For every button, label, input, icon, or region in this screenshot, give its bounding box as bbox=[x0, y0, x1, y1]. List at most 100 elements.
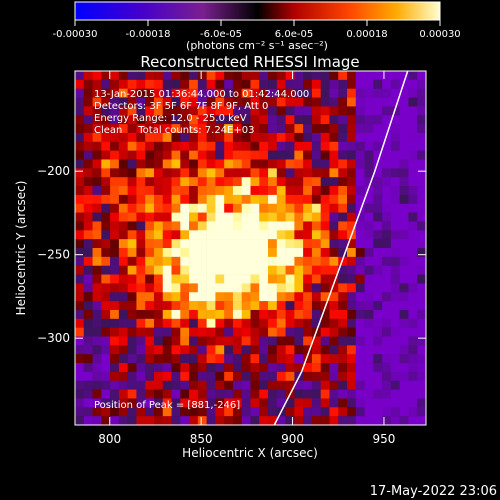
heatmap-cell bbox=[136, 212, 146, 222]
heatmap-cell bbox=[75, 88, 85, 98]
heatmap-cell bbox=[197, 389, 207, 399]
heatmap-cell bbox=[232, 416, 243, 425]
heatmap-cell bbox=[390, 239, 400, 249]
heatmap-cell bbox=[83, 407, 93, 417]
heatmap-cell bbox=[355, 345, 365, 355]
heatmap-cell bbox=[347, 318, 357, 328]
heatmap-cell bbox=[101, 327, 111, 337]
heatmap-cell bbox=[241, 318, 251, 328]
heatmap-cell bbox=[294, 141, 304, 151]
heatmap-cell bbox=[189, 345, 199, 355]
heatmap-cell bbox=[75, 71, 85, 81]
heatmap-cell bbox=[153, 177, 164, 187]
heatmap-cell bbox=[215, 230, 225, 240]
heatmap-cell bbox=[162, 407, 172, 417]
heatmap-cell bbox=[399, 212, 409, 222]
heatmap-cell bbox=[329, 168, 339, 178]
heatmap-cell bbox=[285, 363, 295, 373]
heatmap-cell bbox=[355, 186, 365, 196]
heatmap-cell bbox=[224, 106, 234, 116]
heatmap-cell bbox=[399, 256, 409, 266]
heatmap-cell bbox=[171, 221, 181, 231]
axis-ticks: 800 850 900 950−200−250−300 bbox=[37, 71, 426, 446]
heatmap-cell bbox=[259, 309, 269, 320]
heatmap-cell bbox=[355, 407, 365, 417]
heatmap-cell bbox=[390, 371, 400, 382]
heatmap-cell bbox=[276, 239, 286, 249]
heatmap-cell bbox=[136, 230, 146, 240]
heatmap-cell bbox=[232, 318, 243, 328]
heatmap-cell bbox=[355, 398, 365, 408]
heatmap-cell bbox=[347, 115, 357, 125]
heatmap-cell bbox=[294, 203, 304, 213]
heatmap-cell bbox=[364, 124, 374, 134]
heatmap-cell bbox=[92, 132, 102, 143]
heatmap-cell bbox=[180, 124, 190, 134]
heatmap-cell bbox=[285, 407, 295, 417]
heatmap-cell bbox=[206, 274, 216, 284]
heatmap-cell bbox=[417, 168, 426, 178]
heatmap-cell bbox=[206, 371, 216, 382]
heatmap-cell bbox=[136, 239, 146, 249]
heatmap-cell bbox=[417, 301, 426, 311]
heatmap-cell bbox=[338, 79, 348, 89]
heatmap-cell bbox=[83, 230, 93, 240]
heatmap-cell bbox=[197, 115, 207, 125]
heatmap-cell bbox=[83, 256, 93, 266]
heatmap-cell bbox=[92, 168, 102, 178]
heatmap-cell bbox=[303, 327, 313, 337]
heatmap-cell bbox=[408, 389, 418, 399]
heatmap-cell bbox=[92, 124, 102, 134]
heatmap-cell bbox=[364, 97, 374, 107]
heatmap-cell bbox=[189, 309, 199, 320]
heatmap-cell bbox=[224, 292, 234, 302]
heatmap-cell bbox=[382, 309, 392, 320]
heatmap-cell bbox=[101, 141, 111, 151]
heatmap-cell bbox=[338, 203, 348, 213]
heatmap-cell bbox=[320, 274, 330, 284]
heatmap-cell bbox=[153, 194, 164, 205]
heatmap-cell bbox=[83, 124, 93, 134]
heatmap-cell bbox=[417, 88, 426, 98]
heatmap-cell bbox=[390, 203, 400, 213]
heatmap-cell bbox=[224, 186, 234, 196]
heatmap-cell bbox=[171, 150, 181, 160]
heatmap-cell bbox=[215, 97, 225, 107]
heatmap-cell bbox=[232, 194, 243, 205]
heatmap-cell bbox=[75, 416, 85, 425]
heatmap-cell bbox=[311, 301, 322, 311]
heatmap-cell bbox=[329, 336, 339, 346]
heatmap-cell bbox=[145, 159, 155, 169]
heatmap-cell bbox=[364, 292, 374, 302]
heatmap-cell bbox=[311, 363, 322, 373]
heatmap-cell bbox=[110, 150, 120, 160]
heatmap-cell bbox=[83, 115, 93, 125]
heatmap-cell bbox=[118, 194, 128, 205]
heatmap-cell bbox=[294, 115, 304, 125]
heatmap-cell bbox=[390, 71, 400, 81]
heatmap-cell bbox=[232, 186, 243, 196]
heatmap-cell bbox=[224, 274, 234, 284]
heatmap-cell bbox=[127, 407, 137, 417]
heatmap-cell bbox=[241, 363, 251, 373]
heatmap-cell bbox=[136, 283, 146, 293]
heatmap-cell bbox=[241, 203, 251, 213]
heatmap-cell bbox=[136, 186, 146, 196]
heatmap-cell bbox=[320, 318, 330, 328]
heatmap-cell bbox=[338, 124, 348, 134]
heatmap-cell bbox=[118, 248, 128, 258]
heatmap-cell bbox=[250, 115, 260, 125]
heatmap-cell bbox=[408, 256, 418, 266]
heatmap-cell bbox=[294, 248, 304, 258]
heatmap-cell bbox=[232, 292, 243, 302]
heatmap-cell bbox=[408, 248, 418, 258]
heatmap-cell bbox=[83, 416, 93, 425]
heatmap-cell bbox=[417, 345, 426, 355]
heatmap-cell bbox=[162, 256, 172, 266]
heatmap-cell bbox=[268, 301, 278, 311]
heatmap-cell bbox=[180, 274, 190, 284]
heatmap-cell bbox=[390, 230, 400, 240]
heatmap-cell bbox=[110, 230, 120, 240]
heatmap-cell bbox=[206, 106, 216, 116]
heatmap-cell bbox=[224, 301, 234, 311]
